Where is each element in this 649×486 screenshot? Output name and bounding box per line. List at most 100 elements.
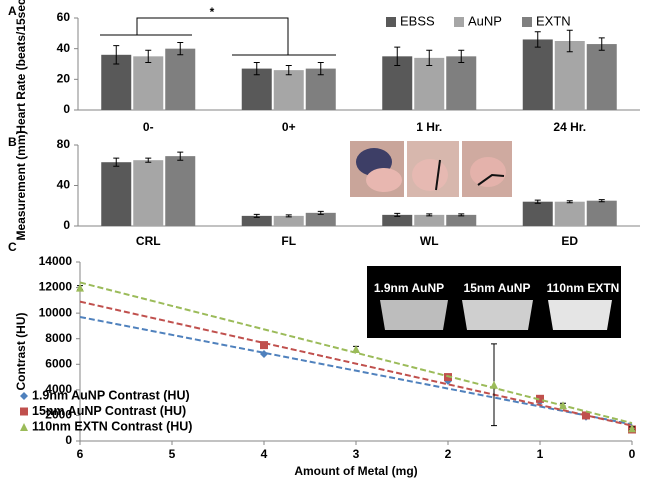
- error-bar: [317, 61, 324, 76]
- x-tick-label: 0: [629, 447, 636, 461]
- x-tick-label: 6: [77, 447, 84, 461]
- legend-label: 110nm EXTN Contrast (HU): [32, 419, 192, 433]
- y-axis-label: Contrast (HU): [14, 313, 28, 391]
- x-tick-label: FL: [281, 234, 296, 248]
- significance-bracket: [100, 17, 336, 56]
- error-bar: [317, 210, 324, 215]
- point: [582, 411, 590, 420]
- y-tick-label: 40: [57, 41, 71, 55]
- point: [559, 401, 567, 410]
- x-tick-label: WL: [420, 234, 439, 248]
- point: [628, 424, 636, 433]
- y-tick-label: 10000: [39, 305, 73, 319]
- y-tick-label: 60: [57, 10, 71, 24]
- error-bar: [458, 49, 465, 63]
- bar: [522, 39, 553, 110]
- error-bar: [534, 199, 541, 204]
- x-tick-label: 0+: [282, 120, 296, 134]
- legend-label: EXTN: [536, 13, 571, 28]
- error-bar: [426, 213, 433, 217]
- bar: [414, 57, 445, 110]
- error-bar: [566, 200, 573, 204]
- error-bar: [426, 49, 433, 67]
- significance-star: *: [210, 5, 215, 19]
- x-tick-label: ED: [561, 234, 578, 248]
- error-bar: [145, 157, 152, 163]
- x-tick-label: 1: [537, 447, 544, 461]
- bar: [446, 214, 477, 226]
- bar: [305, 212, 336, 226]
- trend-line: [79, 315, 633, 426]
- y-axis-label: Measurement (mm): [14, 130, 28, 240]
- inset-label: 110nm EXTN: [547, 281, 620, 295]
- embryo-photos: [350, 141, 512, 197]
- error-bar: [285, 65, 292, 76]
- legend-label: EBSS: [400, 13, 435, 28]
- bar: [101, 162, 132, 226]
- legend-label: 15nm AuNP Contrast (HU): [32, 404, 186, 418]
- x-tick-label: 24 Hr.: [553, 120, 586, 134]
- error-bar: [394, 46, 401, 67]
- inset-label: 15nm AuNP: [464, 281, 531, 295]
- inset-label: 1.9nm AuNP: [374, 281, 444, 295]
- legend-swatch: [522, 17, 532, 27]
- x-tick-label: 1 Hr.: [416, 120, 442, 134]
- panel-label: C: [8, 240, 17, 254]
- x-tick-label: 2: [445, 447, 452, 461]
- error-bar: [566, 29, 573, 53]
- error-bar: [253, 61, 260, 76]
- x-tick-label: 0-: [143, 120, 154, 134]
- y-tick-label: 2000: [45, 408, 72, 422]
- y-tick-label: 12000: [39, 280, 73, 294]
- legend-label: AuNP: [468, 13, 502, 28]
- y-tick-label: 80: [57, 137, 71, 151]
- y-tick-label: 14000: [39, 254, 73, 268]
- trend-line: [79, 300, 633, 427]
- bar: [554, 41, 585, 110]
- y-tick-label: 40: [57, 178, 71, 192]
- bar: [165, 48, 196, 110]
- bar: [273, 70, 304, 110]
- bar: [522, 201, 553, 226]
- y-axis-label: Heart Rate (beats/15sec): [14, 0, 28, 134]
- point: [352, 344, 360, 353]
- ct-inset: [367, 266, 621, 338]
- bar: [382, 214, 413, 226]
- bar: [305, 68, 336, 110]
- error-bar: [458, 213, 465, 217]
- bar: [273, 215, 304, 226]
- bar: [165, 156, 196, 226]
- x-tick-label: 5: [169, 447, 176, 461]
- y-tick-label: 20: [57, 72, 71, 86]
- y-tick-label: 6000: [45, 356, 72, 370]
- error-bar: [534, 31, 541, 48]
- error-bar: [113, 157, 120, 167]
- error-bar: [145, 49, 152, 63]
- legend-marker: [20, 392, 28, 400]
- bar: [133, 56, 164, 110]
- bar: [586, 200, 617, 226]
- legend-marker: [20, 423, 28, 431]
- error-bar: [177, 42, 184, 56]
- bar: [414, 214, 445, 226]
- error-bar: [253, 213, 260, 218]
- y-tick-label: 0: [63, 102, 70, 116]
- y-tick-label: 0: [65, 433, 72, 447]
- error-bar: [598, 37, 605, 51]
- legend-swatch: [454, 17, 464, 27]
- x-tick-label: CRL: [136, 234, 161, 248]
- bar: [133, 160, 164, 226]
- y-tick-label: 4000: [45, 382, 72, 396]
- panel-label: B: [8, 135, 17, 149]
- point: [536, 394, 544, 403]
- error-bar: [177, 151, 184, 161]
- y-tick-label: 8000: [45, 331, 72, 345]
- panel-label: A: [8, 4, 17, 18]
- y-tick-label: 0: [63, 218, 70, 232]
- point: [76, 283, 84, 292]
- legend-label: 1.9nm AuNP Contrast (HU): [32, 388, 190, 402]
- bar: [586, 44, 617, 110]
- bar: [554, 201, 585, 226]
- error-bar: [598, 199, 605, 203]
